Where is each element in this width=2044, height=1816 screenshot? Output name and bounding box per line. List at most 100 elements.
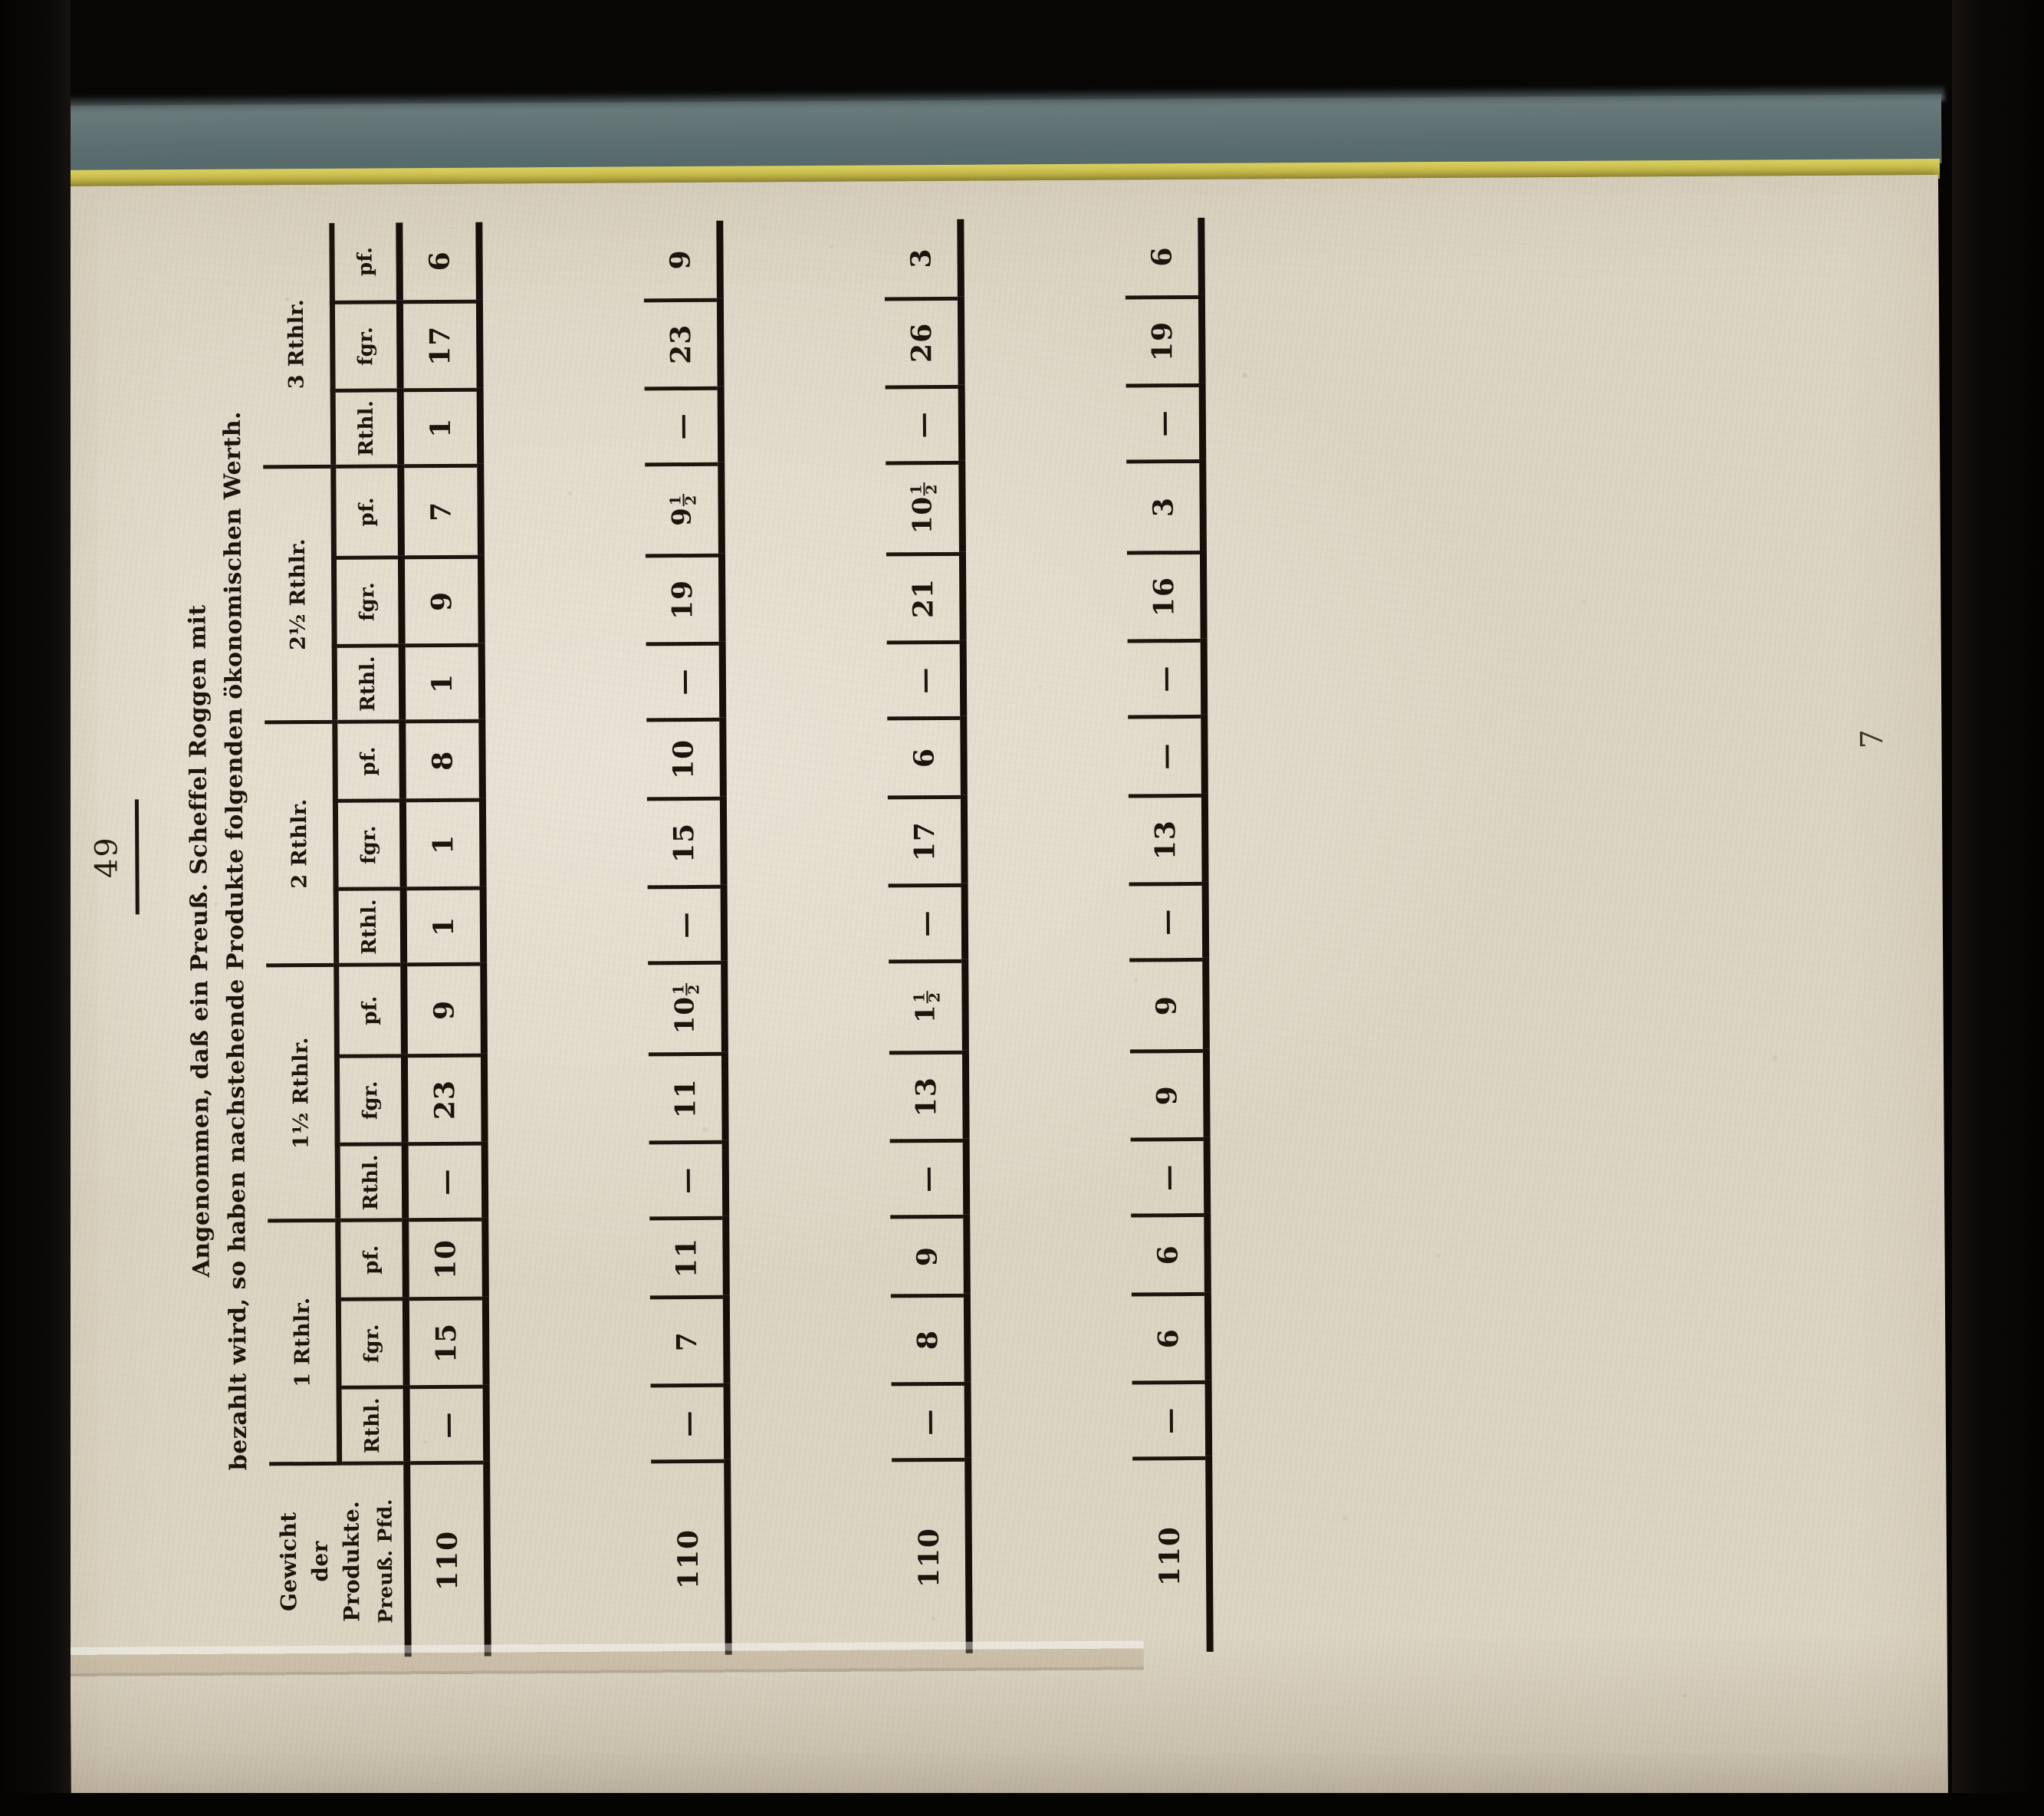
table-row-gap (479, 221, 652, 1656)
value-cell-g1-rthl: — (891, 1383, 968, 1460)
price-group-header-5: 3 Rthlr. (261, 222, 334, 467)
gap-cell (726, 1296, 891, 1385)
stub-header-line-2: der (307, 1541, 334, 1582)
value-cell-g1-pf: 11 (649, 1218, 727, 1298)
page-number: 49 (89, 836, 125, 879)
folio-block: 49 (85, 175, 144, 1709)
gap-cell (962, 553, 1127, 642)
stub-header-line-1: Gewicht (276, 1512, 302, 1612)
gap-cell (966, 1140, 1131, 1216)
value-cell-g5-rthl: — (644, 388, 721, 465)
value-cell-g3-fgr: 15 (646, 798, 725, 887)
value-cell-g4-rthl: — (646, 643, 723, 720)
value-cell-g5-pf: 6 (399, 222, 480, 302)
gap-cell (487, 1462, 652, 1656)
value-cell-g3-pf: 6 (887, 718, 964, 798)
sub-header-rthl-4: Rthl. (334, 645, 403, 722)
value-cell-g1-rthl: — (1132, 1382, 1209, 1459)
gap-cell (485, 1219, 650, 1298)
book-page: 49 Angenommen, daß ein Preuß. Scheffel R… (61, 175, 1948, 1816)
value-cell-g3-fgr: 1 (403, 800, 484, 889)
gap-cell (725, 1141, 890, 1218)
value-cell-g4-fgr: 21 (886, 554, 964, 643)
sub-header-rthl-1: Rthl. (339, 1387, 407, 1464)
gap-cell (486, 1386, 651, 1462)
gap-cell (722, 643, 887, 719)
value-cell-g2-fgr: 13 (889, 1052, 967, 1142)
value-cell-g2-rthl: — (889, 1140, 967, 1217)
value-cell-g3-fgr: 13 (1128, 795, 1206, 884)
value-cell-g2-pf: 9 (1129, 959, 1207, 1052)
table-row: 110—7 11—11 10 1 2—15 10—19 9 1 2—23 9 (643, 220, 729, 1656)
left-dark-surround (0, 0, 71, 1816)
gap-cell (728, 1460, 893, 1655)
gap-cell (723, 798, 888, 887)
gap-cell (961, 298, 1126, 387)
value-cell-g5-pf: 6 (1125, 217, 1202, 298)
gap-cell (482, 720, 647, 800)
bottom-dark-surround (0, 1793, 2044, 1816)
gap-cell (965, 1051, 1130, 1140)
table-row: 110—15 10—23 9 1 1 8 1 9 7 1 17 6 (399, 222, 488, 1657)
sub-header-pf-5: pf. (331, 222, 400, 303)
stub-header-cell: Gewicht der Produkte. Preuß. Pfd. (269, 1462, 409, 1658)
gap-cell (724, 886, 889, 962)
table-row: 110—6 6—9 9—13— —16 3—19 6 (1125, 217, 1211, 1653)
gap-cell (721, 554, 886, 643)
sub-header-rthl-2: Rthl. (337, 1143, 406, 1221)
value-cell-g2-fgr: 9 (1129, 1051, 1208, 1140)
sub-header-pf-2: pf. (336, 964, 405, 1057)
table-caption: Angenommen, daß ein Preuß. Scheffel Rogg… (178, 205, 258, 1678)
value-cell-g1-pf: 10 (405, 1219, 486, 1299)
table-group-header-row: Gewicht der Produkte. Preuß. Pfd. 1 Rthl… (261, 222, 409, 1658)
value-cell-g3-pf: — (1128, 716, 1205, 796)
price-group-header-4: 2½ Rthlr. (263, 466, 335, 722)
gap-cell (968, 1383, 1132, 1459)
gap-cell (725, 1053, 889, 1142)
sub-header-pf-4: pf. (333, 466, 402, 558)
value-cell-g2-fgr: 11 (648, 1054, 726, 1143)
sub-header-rthl-3: Rthl. (336, 888, 404, 966)
sub-header-pf-3: pf. (334, 721, 403, 801)
stray-offset-mark: 7 (1855, 729, 1891, 749)
rotated-document: 49 Angenommen, daß ein Preuß. Scheffel R… (61, 175, 1286, 1709)
value-cell-g5-rthl: — (885, 387, 962, 463)
value-cell-g5-fgr: 23 (643, 299, 721, 389)
table-row: 110—8 9—13 1 1 2—17 6—21 10 1 2—26 3 (884, 219, 970, 1654)
gap-cell (480, 389, 645, 466)
value-cell-g1-fgr: 8 (890, 1295, 968, 1385)
gap-cell (964, 717, 1129, 797)
gap-cell (962, 462, 1127, 554)
weight-cell: 110 (892, 1459, 970, 1654)
sub-header-fgr-1: fgr. (338, 1298, 407, 1388)
value-cell-g1-fgr: 7 (649, 1297, 728, 1386)
value-cell-g5-rthl: 1 (400, 389, 481, 466)
gap-cell (967, 1295, 1132, 1383)
value-cell-g3-pf: 10 (646, 719, 724, 799)
gap-cell (721, 387, 886, 464)
gap-cell (481, 465, 646, 557)
printed-content-area: 49 Angenommen, daß ein Preuß. Scheffel R… (61, 175, 1948, 1816)
value-cell-g3-rthl: 1 (403, 888, 484, 965)
value-cell-g1-pf: 6 (1131, 1215, 1208, 1295)
value-cell-g4-pf: 10 1 2 (886, 462, 963, 554)
gap-cell (727, 1384, 892, 1461)
value-cell-g4-rthl: — (1127, 640, 1204, 717)
table-body: 110—15 10—23 9 1 1 8 1 9 7 1 17 6 110—7 11—11 10 1 2—15 1… (399, 217, 1211, 1657)
value-cell-g1-fgr: 6 (1131, 1294, 1209, 1383)
sub-header-rthl-5: Rthl. (333, 390, 401, 467)
gap-cell (485, 1298, 650, 1387)
gap-cell (481, 556, 646, 645)
value-cell-g5-rthl: — (1126, 385, 1203, 462)
value-cell-g1-rthl: — (650, 1385, 728, 1462)
value-cell-g5-pf: 3 (884, 219, 961, 299)
stub-header-unit: Preuß. Pfd. (373, 1499, 397, 1624)
gap-cell (965, 960, 1130, 1052)
folio-rule (134, 799, 140, 915)
value-cell-g4-fgr: 16 (1126, 552, 1204, 641)
value-cell-g2-rthl: — (1130, 1139, 1208, 1216)
value-cell-g4-fgr: 19 (645, 555, 723, 644)
gap-cell (482, 799, 647, 888)
